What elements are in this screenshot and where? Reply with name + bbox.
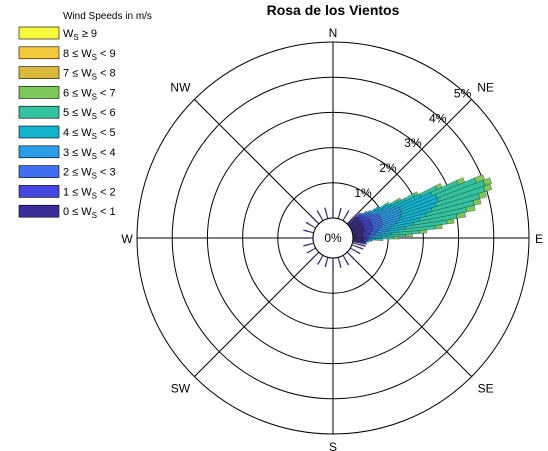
legend-swatch <box>19 27 59 39</box>
legend-swatch <box>19 146 59 158</box>
rose-bar-segment <box>312 217 319 224</box>
rose-bar-segment <box>310 215 313 218</box>
direction-label-se: SE <box>478 382 494 396</box>
rose-bar-segment <box>305 230 313 233</box>
rose-bar-segment <box>317 210 319 212</box>
radial-tick-label: 4% <box>429 111 447 125</box>
rose-bar-segment <box>364 245 365 246</box>
radial-tick-label: 5% <box>454 86 472 100</box>
legend-label: 6 ≤ WS < 7 <box>63 87 116 101</box>
rose-bar-segment <box>365 243 367 244</box>
legend-swatch <box>19 185 59 197</box>
rose-bar-segment <box>317 262 319 264</box>
rose-bar-segment <box>338 210 341 219</box>
direction-label-nw: NW <box>170 80 191 94</box>
rose-bar-segment <box>435 225 442 229</box>
rose-bar-segment <box>305 238 313 239</box>
legend-label: WS ≥ 9 <box>63 28 97 42</box>
rose-bar-segment <box>318 255 323 263</box>
rose-bar-segment <box>340 208 341 210</box>
legend-swatch <box>19 106 59 118</box>
legend-swatch <box>19 47 59 59</box>
rose-bar-segment <box>308 248 315 253</box>
legend-label: 5 ≤ WS < 6 <box>63 107 116 121</box>
direction-label-e: E <box>535 232 543 246</box>
rose-bar-segment <box>406 234 413 237</box>
legend-title: Wind Speeds in m/s <box>63 11 152 22</box>
rose-bar-segment <box>420 230 427 234</box>
rose-bar-segment <box>370 240 372 241</box>
direction-label-n: N <box>329 26 338 40</box>
chart-title: Rosa de los Vientos <box>267 2 400 18</box>
rose-bar-segment <box>303 230 305 232</box>
rose-bar-segment <box>324 208 326 210</box>
rose-bar-segment <box>343 212 349 221</box>
radial-tick-label: 2% <box>379 161 397 175</box>
direction-label-sw: SW <box>171 382 191 396</box>
radial-tick-label: 3% <box>404 136 422 150</box>
rose-bar-segment <box>313 252 320 259</box>
rose-bar-segment <box>393 237 398 239</box>
radial-tick-label: 1% <box>354 186 372 200</box>
radial-tick-label: 0% <box>324 231 342 245</box>
rose-bar-segment <box>369 236 373 237</box>
rose-bar-segment <box>318 212 323 221</box>
rose-bar-segment <box>376 237 381 239</box>
legend-label: 4 ≤ WS < 5 <box>63 127 116 141</box>
rose-bar-segment <box>305 243 313 246</box>
rose-bar-segment <box>325 257 328 266</box>
rose-bar-segment <box>307 252 309 254</box>
rose-bar-segment <box>347 210 349 212</box>
legend-label: 1 ≤ WS < 2 <box>63 186 116 200</box>
rose-bar-segment <box>306 222 309 224</box>
legend-label: 7 ≤ WS < 8 <box>63 68 116 82</box>
rose-bar-segment <box>338 257 341 266</box>
rose-bar-segment <box>347 252 354 259</box>
rose-bar-segment <box>325 266 326 267</box>
rose-bar-segment <box>303 245 305 247</box>
rose-bar-segment <box>372 236 377 238</box>
rose-bar-segment <box>308 223 316 228</box>
rose-bar-segment <box>376 239 383 241</box>
rose-bar-segment <box>303 237 304 238</box>
rose-bar-segment <box>358 252 360 254</box>
direction-label-ne: NE <box>477 80 494 94</box>
legend-swatch <box>19 166 59 178</box>
legend-swatch <box>19 205 59 217</box>
grid-spoke <box>194 99 318 223</box>
rose-bar-segment <box>378 235 387 237</box>
rose-bar-segment <box>350 248 359 253</box>
grid-spoke <box>347 252 471 376</box>
rose-bar-segment <box>343 255 348 263</box>
direction-label-s: S <box>329 440 337 451</box>
rose-bar-segment <box>332 207 333 209</box>
legend: Wind Speeds in m/s WS ≥ 9 8 ≤ WS < 9 7 ≤ W… <box>19 11 152 220</box>
legend-swatch <box>19 67 59 79</box>
rose-bar-segment <box>332 258 333 267</box>
rose-bar-segment <box>347 263 349 266</box>
rose-bar-segment <box>372 239 376 241</box>
legend-swatch <box>19 126 59 138</box>
legend-label: 2 ≤ WS < 3 <box>63 167 116 181</box>
rose-bar-segment <box>332 267 333 269</box>
rose-bar-segment <box>361 248 363 250</box>
rose-bar-segment <box>340 266 341 267</box>
rose-bar-segment <box>367 241 369 242</box>
grid-spoke <box>194 252 318 376</box>
direction-label-w: W <box>121 232 133 246</box>
rose-bar-segment <box>325 210 328 219</box>
legend-label: 0 ≤ WS < 1 <box>63 206 116 220</box>
legend-swatch <box>19 86 59 98</box>
rose-bar-segment <box>332 209 333 218</box>
legend-label: 8 ≤ WS < 9 <box>63 48 116 62</box>
legend-label: 3 ≤ WS < 4 <box>63 147 116 161</box>
